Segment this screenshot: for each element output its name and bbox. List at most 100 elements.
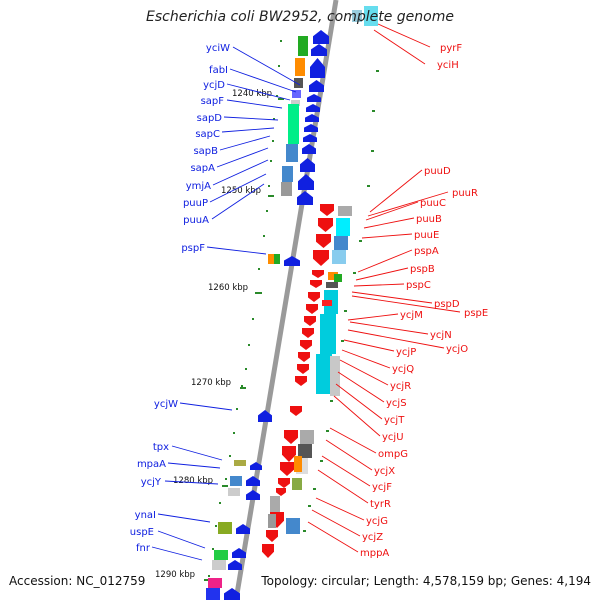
gene-label-puuP: puuP [183, 198, 208, 209]
ruler-tick [359, 240, 362, 242]
gene-category-block [295, 58, 305, 76]
gene-category-block [208, 578, 222, 588]
reverse-gene-arrow [282, 446, 296, 462]
gene-leader-line [325, 439, 373, 471]
ruler-tick [236, 408, 238, 410]
ruler-tick [280, 40, 282, 42]
gene-label-sapB: sapB [193, 146, 218, 157]
gene-leader-line [347, 329, 445, 349]
gene-label-uspE: uspE [130, 527, 154, 538]
label-layer: yciW fabI ycjD sapF sapD sapC sapB sapA ymjA puuP… [130, 43, 488, 559]
gene-label-ycjP: ycjP [396, 347, 416, 358]
ruler-tick [258, 268, 260, 270]
gene-category-block [320, 314, 336, 354]
tick-layer: 1240 kbp 1250 kbp 1260 kbp 1270 kbp 1280 kbp… [155, 40, 379, 581]
forward-gene-arrow [309, 80, 324, 92]
reverse-gene-arrow [308, 292, 320, 302]
gene-category-block [270, 496, 280, 512]
ruler-tick [225, 478, 227, 480]
gene-leader-line [377, 23, 431, 48]
gene-leader-line [157, 530, 206, 549]
gene-category-block [332, 250, 346, 264]
gene-category-block [234, 460, 246, 466]
forward-gene-arrow [313, 30, 329, 44]
reverse-gene-arrow [297, 364, 309, 374]
forward-gene-arrow [303, 134, 317, 142]
ruler-label: 1270 kbp [191, 378, 231, 388]
gene-label-ycjR: ycjR [390, 381, 411, 392]
gene-category-block [286, 518, 300, 534]
ruler-tick [341, 340, 344, 342]
forward-gene-arrow [300, 158, 315, 172]
gene-label-pyrF: pyrF [440, 43, 462, 54]
gene-leader-line [335, 383, 383, 420]
forward-gene-arrow [306, 104, 320, 112]
gene-leader-line [317, 469, 369, 504]
gene-label-ycjO: ycjO [446, 344, 468, 355]
ruler-tick [367, 185, 370, 187]
forward-gene-arrow [311, 44, 327, 56]
gene-leader-line [333, 395, 381, 437]
gene-label-sapD: sapD [197, 113, 223, 124]
gene-leader-line [329, 427, 377, 454]
ruler-label: 1280 kbp [173, 476, 213, 486]
gene-leader-line [355, 267, 409, 281]
gene-label-ycjG: ycjG [366, 516, 388, 527]
reverse-gene-arrow [278, 478, 290, 488]
reverse-gene-arrow [276, 488, 286, 496]
gene-leader-line [339, 359, 389, 386]
ruler-tick [241, 385, 243, 387]
gene-category-block [282, 166, 293, 182]
gene-leader-line [164, 480, 219, 485]
gene-label-ycjY: ycjY [141, 477, 162, 488]
gene-label-mpaA: mpaA [137, 459, 166, 470]
gene-category-block [322, 300, 332, 306]
ruler-tick [208, 575, 210, 577]
ruler-tick [330, 400, 333, 402]
gene-category-block [338, 206, 352, 216]
gene-category-block [352, 10, 362, 22]
ruler-tick [252, 318, 254, 320]
gene-leader-line [223, 116, 279, 121]
reverse-gene-arrow [302, 328, 314, 338]
gene-leader-line [343, 339, 395, 352]
gene-leader-line [353, 283, 405, 287]
gene-leader-line [151, 546, 203, 561]
gene-label-ycjF: ycjF [372, 482, 392, 493]
gene-label-puuB: puuB [416, 214, 442, 225]
ruler-tick [303, 530, 306, 532]
gene-leader-line [351, 291, 433, 304]
reverse-gene-arrow [306, 304, 318, 314]
ruler-tick [344, 310, 347, 312]
gene-leader-line [211, 183, 265, 220]
ruler-tick [308, 505, 311, 507]
gene-category-block [292, 478, 302, 490]
reverse-gene-arrow [316, 234, 331, 248]
reverse-gene-arrow [304, 316, 316, 326]
reverse-gene-arrow [313, 250, 329, 266]
ruler-dash [268, 195, 274, 197]
reverse-gene-arrow [310, 280, 322, 288]
gene-category-block [298, 36, 308, 56]
ruler-tick [248, 344, 250, 346]
forward-gene-arrow [250, 462, 262, 470]
gene-category-block [336, 218, 350, 236]
ruler-tick [353, 272, 356, 274]
ruler-tick [371, 150, 374, 152]
gene-leader-line [221, 127, 275, 133]
ruler-tick [273, 118, 275, 120]
gene-category-block [298, 444, 312, 458]
gene-category-block [288, 104, 299, 144]
ruler-dash [204, 579, 210, 581]
gene-label-pspA: pspA [414, 246, 439, 257]
forward-gene-arrow [232, 548, 246, 558]
gene-label-tyrR: tyrR [370, 499, 391, 510]
ruler-tick [326, 430, 329, 432]
forward-gene-arrow [305, 114, 319, 122]
gene-category-block [294, 78, 303, 88]
gene-category-block [330, 356, 340, 396]
gene-label-ycjS: ycjS [386, 398, 407, 409]
reverse-gene-arrow [290, 406, 302, 416]
gene-label-puuR: puuR [452, 188, 478, 199]
